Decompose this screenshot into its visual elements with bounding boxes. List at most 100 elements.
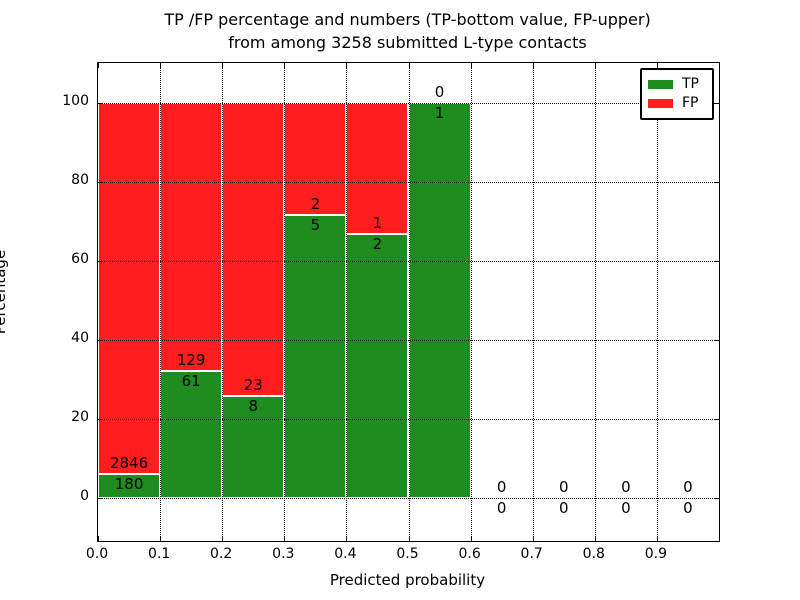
tp-bar-segment (408, 102, 471, 498)
fp-count-label: 0 (621, 477, 631, 496)
fp-bar-segment (160, 102, 223, 371)
y-tick-mark (98, 339, 103, 341)
x-tick-label: 0.3 (272, 546, 295, 562)
y-tick-mark (714, 418, 719, 420)
x-tick-mark (470, 63, 472, 68)
tp-count-label: 1 (434, 103, 445, 122)
y-tick-mark (714, 181, 719, 183)
x-tick-mark (346, 63, 348, 68)
y-tick-label: 20 (71, 408, 89, 425)
fp-count-label: 129 (176, 350, 206, 369)
y-tick-mark (98, 102, 103, 104)
x-tick-label: 0.1 (147, 546, 171, 562)
v-gridline (470, 63, 472, 541)
x-tick-mark (222, 63, 224, 68)
legend-entry-label: FP (682, 95, 699, 111)
y-tick-label: 0 (80, 487, 89, 504)
x-tick-mark (594, 63, 596, 68)
x-tick-mark (346, 536, 348, 541)
x-tick-mark (656, 63, 658, 68)
x-tick-mark (470, 536, 472, 541)
chart-title: TP /FP percentage and numbers (TP-bottom… (97, 8, 718, 54)
tp-count-label: 0 (496, 498, 507, 517)
tp-bar-segment (98, 474, 161, 498)
x-tick-mark (98, 63, 99, 68)
y-tick-mark (98, 260, 103, 262)
fp-count-label: 0 (683, 477, 693, 496)
x-tick-mark (656, 536, 658, 541)
fp-count-label: 23 (243, 375, 263, 394)
x-tick-label: 0.4 (334, 546, 357, 562)
y-tick-mark (714, 339, 719, 341)
x-tick-mark (532, 63, 534, 68)
legend-entry: TP (648, 75, 706, 94)
x-tick-mark (532, 536, 534, 541)
chart-title-line1: TP /FP percentage and numbers (TP-bottom… (164, 10, 651, 29)
tp-count-label: 5 (310, 216, 321, 235)
x-tick-label: 0.5 (396, 546, 419, 562)
fp-count-label: 2 (310, 195, 321, 214)
x-tick-mark (284, 536, 286, 541)
tp-bar-segment (284, 215, 347, 498)
fp-bar-segment (98, 102, 161, 475)
v-gridline (160, 63, 162, 541)
tp-count-label: 2 (372, 235, 383, 254)
v-gridline (346, 63, 348, 541)
x-tick-mark (284, 63, 286, 68)
v-gridline (284, 63, 286, 541)
x-tick-label: 0.6 (458, 546, 481, 562)
fp-bar-segment (222, 102, 285, 396)
fp-count-label: 1 (372, 214, 383, 233)
tp-count-label: 0 (683, 498, 693, 517)
fp-bar-segment (284, 102, 347, 216)
y-tick-mark (714, 102, 719, 104)
v-gridline (222, 63, 224, 541)
tp-bar-segment (222, 395, 285, 498)
tp-legend-swatch (648, 80, 673, 89)
y-tick-mark (714, 497, 719, 499)
fp-legend-swatch (648, 99, 673, 108)
x-axis-label: Predicted probability (329, 571, 486, 589)
v-gridline (594, 63, 596, 541)
x-tick-label: 0.2 (210, 546, 233, 562)
x-tick-mark (594, 536, 596, 541)
v-gridline (408, 63, 410, 541)
tp-count-label: 0 (621, 498, 631, 517)
x-tick-mark (160, 63, 162, 68)
x-tick-mark (408, 536, 410, 541)
x-tick-mark (408, 63, 410, 68)
v-gridline (656, 63, 658, 541)
legend-entry-label: TP (682, 76, 699, 92)
x-tick-label: 0.7 (520, 546, 543, 562)
v-gridline (532, 63, 534, 541)
y-tick-label: 60 (71, 250, 89, 267)
tp-bar-segment (160, 370, 223, 498)
legend-entry: FP (648, 94, 706, 113)
y-tick-mark (98, 181, 103, 183)
tp-count-label: 61 (181, 371, 201, 390)
tp-count-label: 180 (114, 475, 144, 494)
chart-title-line2: from among 3258 submitted L-type contact… (228, 33, 587, 52)
fp-count-label: 0 (558, 477, 569, 496)
x-tick-mark (98, 536, 99, 541)
tp-count-label: 8 (248, 396, 259, 415)
y-tick-mark (98, 418, 103, 420)
x-tick-label: 0.9 (644, 546, 668, 562)
legend: TP FP (640, 68, 714, 120)
x-tick-label: 0.8 (582, 546, 605, 562)
y-tick-label: 80 (71, 171, 89, 188)
x-tick-mark (160, 536, 162, 541)
y-tick-mark (98, 497, 103, 499)
tp-count-label: 0 (558, 498, 569, 517)
y-tick-mark (714, 260, 719, 262)
x-tick-label: 0.0 (85, 546, 109, 562)
x-tick-mark (222, 536, 224, 541)
fp-count-label: 0 (434, 82, 445, 101)
tp-bar-segment (346, 234, 409, 498)
fp-count-label: 0 (496, 477, 507, 496)
fp-count-label: 2846 (109, 454, 149, 473)
plot-area: TP FP 2846 180 129 61 23 8 2 5 1 2 0 1 0 0 0 0 0 0 0 0 (97, 62, 720, 542)
y-tick-label: 40 (71, 329, 89, 346)
y-tick-label: 100 (62, 92, 89, 109)
